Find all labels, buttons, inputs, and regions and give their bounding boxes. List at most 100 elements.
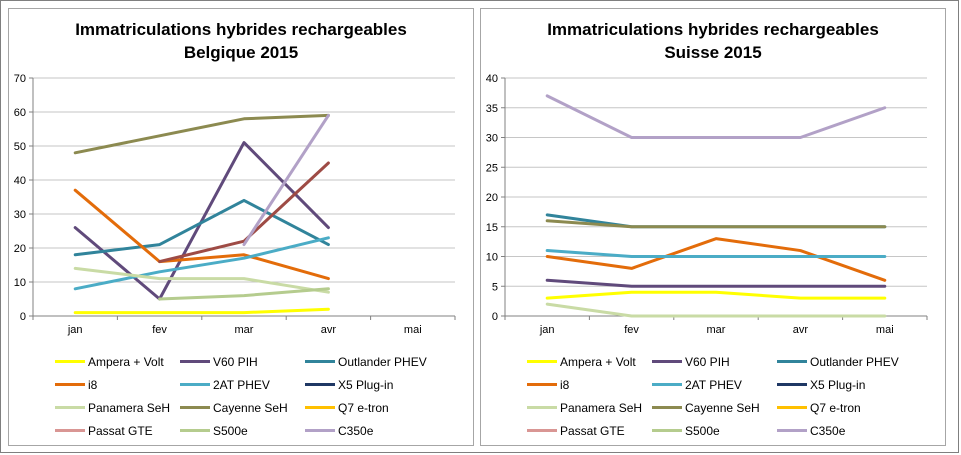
y-axis-label: 10 bbox=[14, 277, 26, 289]
legend-swatch-panamera-seh bbox=[55, 406, 85, 409]
legend-item-2at-phev: 2AT PHEV bbox=[180, 378, 305, 392]
legend-label: Q7 e-tron bbox=[810, 400, 861, 415]
legend-swatch-x5-plug-in bbox=[305, 383, 335, 386]
legend-item-v60-pih: V60 PIH bbox=[180, 355, 305, 369]
y-axis-label: 5 bbox=[492, 281, 498, 293]
legend-swatch-cayenne-seh bbox=[180, 406, 210, 409]
legend-label: S500e bbox=[685, 423, 720, 438]
legend-swatch-i8 bbox=[527, 383, 557, 386]
legend-item-i8: i8 bbox=[527, 378, 652, 392]
y-axis-label: 60 bbox=[14, 107, 26, 119]
y-axis-label: 20 bbox=[14, 243, 26, 255]
chart-title-line1: Immatriculations hybrides rechargeables bbox=[75, 20, 407, 39]
legend-item-ampera-volt: Ampera + Volt bbox=[527, 355, 652, 369]
series-line-v60-pih bbox=[73, 141, 330, 301]
series-line-ampera-volt bbox=[73, 307, 330, 315]
legend-item-x5-plug-in: X5 Plug-in bbox=[777, 378, 921, 392]
legend-swatch-v60-pih bbox=[652, 360, 682, 363]
legend-item-c350e: C350e bbox=[305, 424, 449, 438]
legend-label: 2AT PHEV bbox=[685, 377, 742, 392]
y-axis-label: 20 bbox=[486, 192, 498, 204]
legend-label: Q7 e-tron bbox=[338, 400, 389, 415]
series-line-outlander-phev bbox=[73, 198, 330, 257]
legend-item-2at-phev: 2AT PHEV bbox=[652, 378, 777, 392]
legend-label: Outlander PHEV bbox=[338, 354, 427, 369]
legend-swatch-panamera-seh bbox=[527, 406, 557, 409]
series-line-2at-phev bbox=[73, 236, 330, 291]
legend-swatch-passat-gte bbox=[527, 429, 557, 432]
series-line-panamera-seh bbox=[73, 266, 330, 294]
legend-swatch-outlander-phev bbox=[777, 360, 807, 363]
legend-swatch-ampera-volt bbox=[55, 360, 85, 363]
series-line-cayenne-seh bbox=[73, 113, 330, 155]
series-line-c350e bbox=[242, 113, 330, 247]
legend-item-cayenne-seh: Cayenne SeH bbox=[180, 401, 305, 415]
legend-item-outlander-phev: Outlander PHEV bbox=[777, 355, 921, 369]
y-axis-label: 35 bbox=[486, 103, 498, 115]
y-axis-label: 40 bbox=[486, 73, 498, 85]
y-axis-label: 15 bbox=[486, 222, 498, 234]
x-axis-label: mar bbox=[235, 324, 254, 336]
series-line-c350e bbox=[545, 94, 887, 139]
legend-item-i8: i8 bbox=[55, 378, 180, 392]
legend-item-panamera-seh: Panamera SeH bbox=[527, 401, 652, 415]
legend-swatch-passat-gte bbox=[55, 429, 85, 432]
x-axis-label: mai bbox=[404, 324, 422, 336]
x-axis-label: avr bbox=[321, 324, 337, 336]
series-line-ampera-volt bbox=[545, 290, 887, 300]
series-line-s500e bbox=[158, 287, 330, 301]
legend-label: Panamera SeH bbox=[560, 400, 643, 415]
y-axis-label: 40 bbox=[14, 175, 26, 187]
series-line-passat-gte bbox=[158, 161, 330, 264]
legend-item-outlander-phev: Outlander PHEV bbox=[305, 355, 449, 369]
legend-swatch-q7-e-tron bbox=[777, 406, 807, 409]
legend-swatch-s500e bbox=[180, 429, 210, 432]
legend-swatch-outlander-phev bbox=[305, 360, 335, 363]
legend-label: Passat GTE bbox=[88, 423, 153, 438]
legend-label: i8 bbox=[88, 377, 98, 392]
suisse-legend: Ampera + Volt V60 PIH Outlander PHEV i8 2AT … bbox=[527, 350, 945, 442]
legend-label: S500e bbox=[213, 423, 248, 438]
legend-label: Outlander PHEV bbox=[810, 354, 899, 369]
legend-item-q7-e-tron: Q7 e-tron bbox=[777, 401, 921, 415]
legend-label: 2AT PHEV bbox=[213, 377, 270, 392]
chart-title-suisse: Immatriculations hybrides rechargeables … bbox=[481, 9, 945, 64]
legend-label: C350e bbox=[338, 423, 374, 438]
legend-item-s500e: S500e bbox=[652, 424, 777, 438]
legend-label: Cayenne SeH bbox=[685, 400, 760, 415]
belgique-chart-svg: 0 10 20 30 40 50 60 70 jan fev mar avr mai bbox=[14, 73, 456, 336]
legend-item-c350e: C350e bbox=[777, 424, 921, 438]
chart-title-belgique: Immatriculations hybrides rechargeables … bbox=[9, 9, 473, 64]
y-axis-label: 30 bbox=[486, 133, 498, 145]
legend-swatch-2at-phev bbox=[652, 383, 682, 386]
legend-label: Passat GTE bbox=[560, 423, 625, 438]
legend-label: Ampera + Volt bbox=[88, 354, 164, 369]
legend-item-v60-pih: V60 PIH bbox=[652, 355, 777, 369]
legend-label: C350e bbox=[810, 423, 846, 438]
legend-item-cayenne-seh: Cayenne SeH bbox=[652, 401, 777, 415]
legend-label: V60 PIH bbox=[213, 354, 258, 369]
chart-panel-suisse: Immatriculations hybrides rechargeables … bbox=[480, 8, 946, 446]
legend-swatch-ampera-volt bbox=[527, 360, 557, 363]
x-axis-label: jan bbox=[67, 324, 83, 336]
belgique-legend: Ampera + Volt V60 PIH Outlander PHEV i8 2AT … bbox=[55, 350, 473, 442]
legend-label: i8 bbox=[560, 377, 570, 392]
legend-swatch-v60-pih bbox=[180, 360, 210, 363]
series-line-2at-phev bbox=[545, 249, 887, 258]
legend-item-ampera-volt: Ampera + Volt bbox=[55, 355, 180, 369]
y-axis-label: 0 bbox=[20, 311, 26, 323]
legend-item-passat-gte: Passat GTE bbox=[55, 424, 180, 438]
legend-swatch-2at-phev bbox=[180, 383, 210, 386]
legend-item-s500e: S500e bbox=[180, 424, 305, 438]
chart-title-line2: Suisse 2015 bbox=[664, 43, 762, 62]
legend-label: Ampera + Volt bbox=[560, 354, 636, 369]
legend-swatch-s500e bbox=[652, 429, 682, 432]
x-axis-label: mar bbox=[707, 324, 726, 336]
chart-panel-belgique: Immatriculations hybrides rechargeables … bbox=[8, 8, 474, 446]
series-line-i8 bbox=[545, 237, 887, 282]
legend-swatch-q7-e-tron bbox=[305, 406, 335, 409]
legend-label: Panamera SeH bbox=[88, 400, 171, 415]
chart-title-line2: Belgique 2015 bbox=[183, 43, 299, 62]
x-axis-label: mai bbox=[876, 324, 894, 336]
